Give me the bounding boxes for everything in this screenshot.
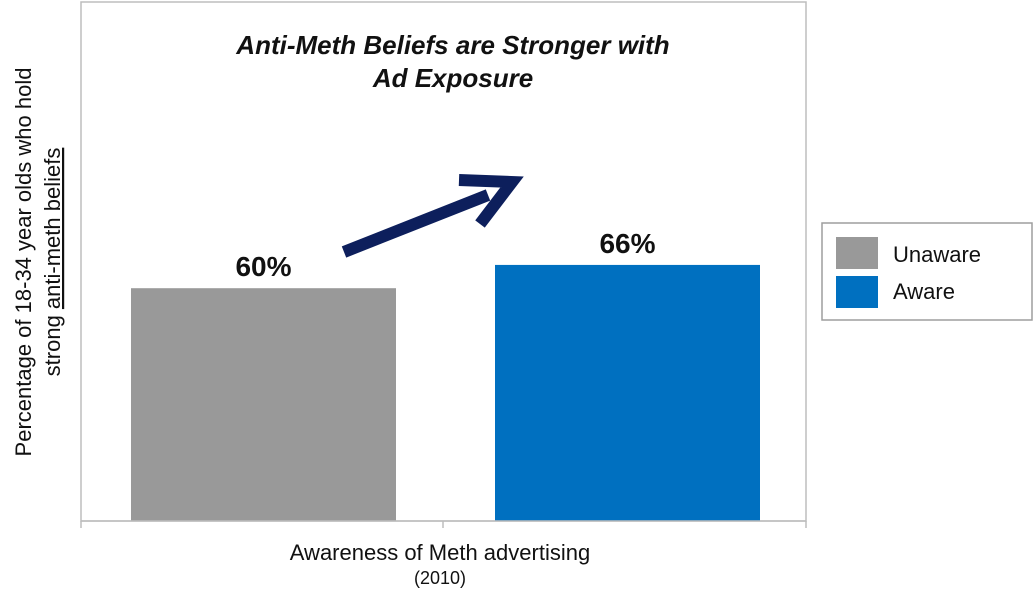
y-axis-label-line1: Percentage of 18-34 year olds who hold — [11, 68, 36, 457]
legend-label-unaware: Unaware — [893, 242, 981, 267]
x-axis-label: Awareness of Meth advertising — [290, 540, 590, 565]
chart-title-line2: Ad Exposure — [372, 63, 533, 93]
trend-arrow-shaft — [341, 189, 491, 258]
legend-label-aware: Aware — [893, 279, 955, 304]
bar-value-label-aware: 66% — [599, 228, 655, 259]
legend-swatch-unaware — [836, 237, 878, 269]
y-axis-label: Percentage of 18-34 year olds who hold — [11, 68, 36, 457]
y-axis-label-line2: strong anti-meth beliefs — [40, 148, 65, 377]
y-axis-label-prefix: strong — [40, 309, 65, 376]
bar-unaware — [131, 288, 396, 521]
trend-arrow-head — [458, 174, 524, 228]
bars: 60% 66% — [131, 228, 760, 521]
bar-value-label-unaware: 60% — [235, 251, 291, 282]
chart-title-line1: Anti-Meth Beliefs are Stronger with — [235, 30, 669, 60]
y-axis-label-line2-group: strong anti-meth beliefs — [40, 148, 65, 377]
y-axis-label-underlined: anti-meth beliefs — [40, 148, 65, 309]
bar-aware — [495, 264, 760, 521]
legend: Unaware Aware — [821, 222, 1033, 321]
x-axis-sublabel: (2010) — [414, 568, 466, 588]
legend-swatch-aware — [836, 276, 878, 308]
trend-arrow-icon — [341, 174, 524, 258]
